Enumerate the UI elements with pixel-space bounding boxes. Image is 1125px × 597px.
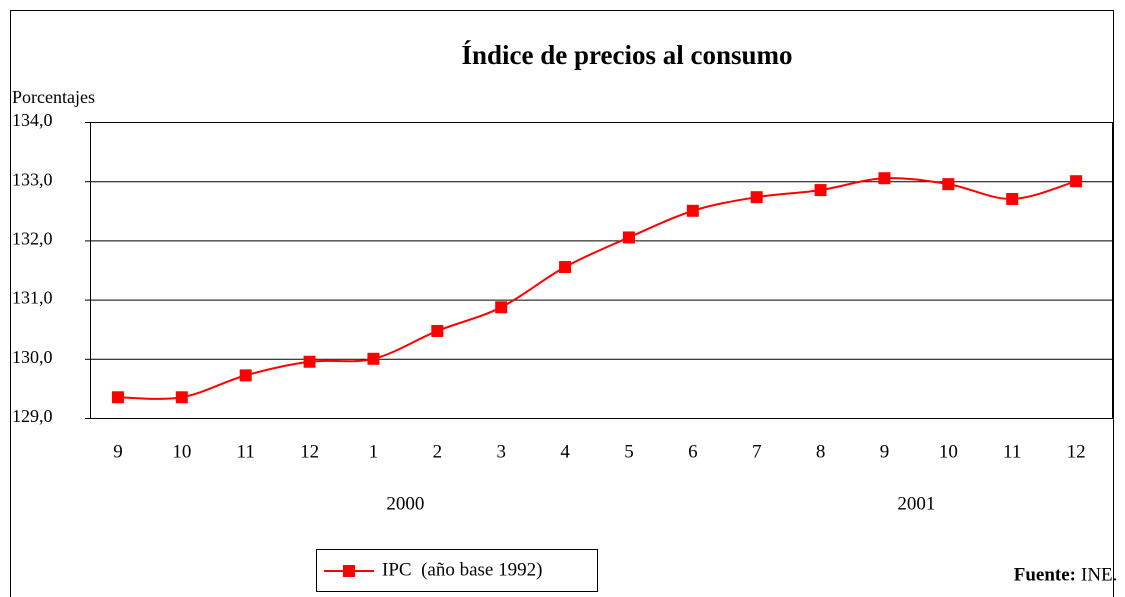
point-marker [878, 172, 891, 185]
point-marker [750, 191, 763, 204]
x-tick-label: 5 [624, 441, 634, 462]
point-marker [175, 391, 188, 404]
source-label: Fuente: [1014, 564, 1076, 585]
point-marker [367, 352, 380, 365]
y-tick-label: 133,0 [12, 169, 53, 189]
y-axis-label: Porcentajes [12, 87, 95, 107]
point-marker [942, 178, 955, 191]
y-tick-label: 130,0 [12, 347, 53, 367]
y-tick-label: 132,0 [12, 229, 53, 249]
y-tick-label: 131,0 [12, 288, 53, 308]
x-tick-label: 12 [300, 441, 319, 462]
y-tick-label: 129,0 [12, 406, 53, 426]
chart-border [10, 10, 1114, 597]
legend-marker [343, 565, 355, 577]
point-marker [303, 355, 316, 368]
source: INE. [1081, 564, 1117, 585]
x-tick-label: 1 [369, 441, 379, 462]
chart-title: Índice de precios al consumo [461, 40, 792, 70]
x-tick-label: 3 [496, 441, 506, 462]
year-label: 2000 [386, 493, 424, 514]
point-marker [111, 391, 124, 404]
x-tick-label: 11 [237, 441, 255, 462]
year-label: 2001 [897, 493, 935, 514]
x-tick-label: 8 [816, 441, 826, 462]
point-marker [495, 301, 508, 314]
x-tick-label: 4 [560, 441, 570, 462]
x-tick-label: 6 [688, 441, 698, 462]
x-tick-label: 10 [939, 441, 958, 462]
series-line [117, 177, 1077, 400]
x-tick-label: 7 [752, 441, 762, 462]
y-tick-label: 134,0 [12, 110, 53, 130]
point-marker [1006, 192, 1019, 205]
x-tick-label: 9 [880, 441, 890, 462]
point-marker [559, 261, 572, 274]
x-tick-label: 9 [113, 441, 123, 462]
point-marker [622, 231, 635, 244]
legend-label: IPC (año base 1992) [382, 559, 542, 580]
point-marker [814, 184, 827, 197]
x-tick-label: 2 [433, 441, 443, 462]
point-marker [1070, 175, 1083, 188]
point-marker [431, 324, 444, 337]
x-tick-label: 11 [1003, 441, 1021, 462]
point-marker [239, 369, 252, 382]
x-tick-label: 12 [1067, 441, 1086, 462]
x-tick-label: 10 [172, 441, 191, 462]
point-marker [686, 204, 699, 217]
